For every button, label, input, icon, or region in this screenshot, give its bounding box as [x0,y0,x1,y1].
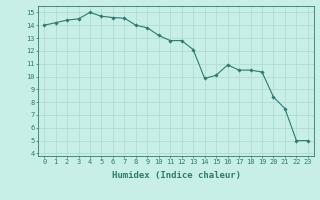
X-axis label: Humidex (Indice chaleur): Humidex (Indice chaleur) [111,171,241,180]
